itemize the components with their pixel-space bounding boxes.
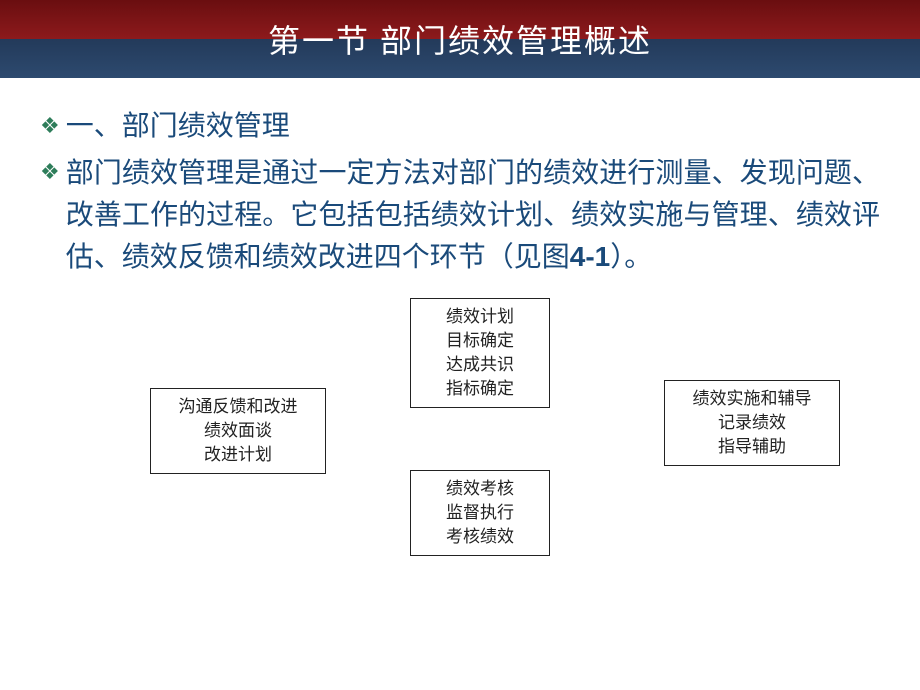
cycle-diagram: 绩效计划 目标确定 达成共识 指标确定 沟通反馈和改进 绩效面谈 改进计划 绩效… [40,290,880,570]
box-line: 监督执行 [425,501,535,525]
diagram-box-right: 绩效实施和辅导 记录绩效 指导辅助 [664,380,840,466]
slide-title: 第一节 部门绩效管理概述 [268,16,652,62]
box-line: 沟通反馈和改进 [165,395,311,419]
box-line: 绩效实施和辅导 [679,387,825,411]
bullet-line-2: ❖ 部门绩效管理是通过一定方法对部门的绩效进行测量、发现问题、改善工作的过程。它… [40,152,880,278]
box-line: 改进计划 [165,443,311,467]
heading-1: 一、部门绩效管理 [66,106,290,146]
diagram-box-left: 沟通反馈和改进 绩效面谈 改进计划 [150,388,326,474]
bullet-line-1: ❖ 一、部门绩效管理 [40,106,880,146]
box-line: 考核绩效 [425,525,535,549]
paragraph-tail: ）。 [610,241,652,272]
paragraph-body: 部门绩效管理是通过一定方法对部门的绩效进行测量、发现问题、改善工作的过程。它包括… [66,157,880,272]
content-area: ❖ 一、部门绩效管理 ❖ 部门绩效管理是通过一定方法对部门的绩效进行测量、发现问… [0,78,920,570]
diagram-box-bottom: 绩效考核 监督执行 考核绩效 [410,470,550,556]
box-line: 记录绩效 [679,411,825,435]
box-line: 指标确定 [425,377,535,401]
box-line: 绩效考核 [425,477,535,501]
box-line: 绩效面谈 [165,419,311,443]
paragraph-text: 部门绩效管理是通过一定方法对部门的绩效进行测量、发现问题、改善工作的过程。它包括… [66,152,880,278]
diamond-bullet-icon: ❖ [40,106,60,146]
box-line: 达成共识 [425,353,535,377]
diagram-box-top: 绩效计划 目标确定 达成共识 指标确定 [410,298,550,408]
box-line: 目标确定 [425,329,535,353]
diamond-bullet-icon: ❖ [40,152,60,192]
figure-ref: 4-1 [570,241,610,272]
box-line: 绩效计划 [425,305,535,329]
box-line: 指导辅助 [679,435,825,459]
title-bar: 第一节 部门绩效管理概述 [0,0,920,78]
